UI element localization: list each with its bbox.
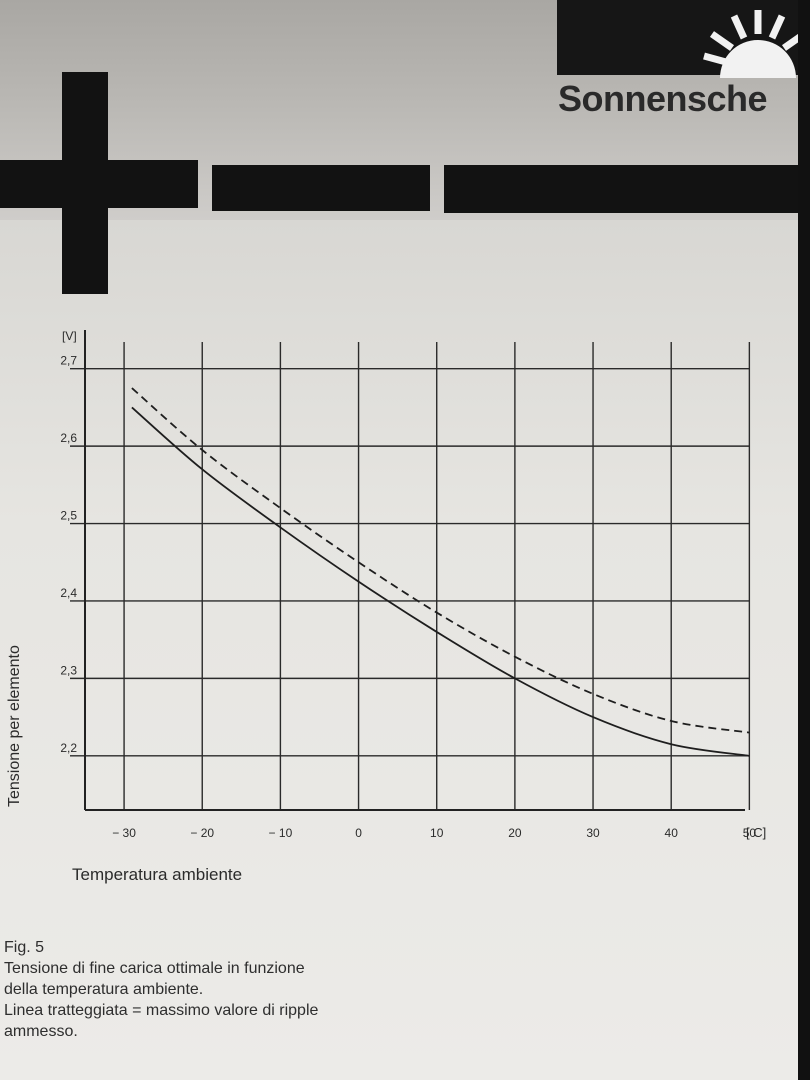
figure-label: Fig. 5 <box>4 939 45 956</box>
y-tick-label: 2,7 <box>60 354 77 368</box>
x-tick-label: 10 <box>430 826 444 840</box>
x-tick-label: − 10 <box>269 826 293 840</box>
x-tick-label: 0 <box>355 826 362 840</box>
y-tick-label: 2,3 <box>60 663 77 677</box>
cross-bar-middle <box>212 165 430 211</box>
y-tick-label: 2,2 <box>60 741 77 755</box>
x-tick-label: − 30 <box>112 826 136 840</box>
brand-name: Sonnensche <box>558 78 768 119</box>
caption-line: Tensione di fine carica ottimale in funz… <box>4 960 305 977</box>
caption-line: Linea tratteggiata = massimo valore di r… <box>4 1002 319 1019</box>
sun-icon <box>703 10 807 78</box>
y-axis-title: Tensione per elemento <box>6 645 23 807</box>
x-tick-label: 30 <box>586 826 600 840</box>
page-edge-shadow <box>798 0 810 1080</box>
chart-grid <box>70 342 751 810</box>
x-tick-label: − 20 <box>190 826 214 840</box>
x-tick-label: 20 <box>508 826 522 840</box>
page-background <box>0 220 810 1080</box>
chart-axes <box>84 330 745 811</box>
series-line-dashed <box>131 387 750 734</box>
y-tick-label: 2,6 <box>60 431 77 445</box>
figure-caption: Fig. 5 Tensione di fine carica ottimale … <box>4 937 404 1042</box>
cross-bar-right <box>444 165 810 213</box>
caption-line: della temperatura ambiente. <box>4 981 204 998</box>
caption-line: ammesso. <box>4 1023 78 1040</box>
x-unit-label: [ C] <box>746 825 766 840</box>
voltage-temperature-chart: − 30 − 20 − 10 0 10 20 30 40 50 2,2 2,3 2,4 2,5 2,6 2,… <box>6 329 766 884</box>
x-tick-label: 40 <box>665 826 679 840</box>
y-tick-label: 2,4 <box>60 586 77 600</box>
chart-series <box>131 387 750 757</box>
y-unit-label: [V] <box>62 329 77 343</box>
series-line-solid <box>131 406 750 757</box>
cross-bar-left <box>0 160 198 208</box>
x-tick-label: 50 <box>743 826 757 840</box>
x-axis-title: Temperatura ambiente <box>72 865 242 884</box>
chart-tick-labels: − 30 − 20 − 10 0 10 20 30 40 50 2,2 2,3 2,4 2,5 2,6 2,… <box>60 354 756 840</box>
y-tick-label: 2,5 <box>60 509 77 523</box>
